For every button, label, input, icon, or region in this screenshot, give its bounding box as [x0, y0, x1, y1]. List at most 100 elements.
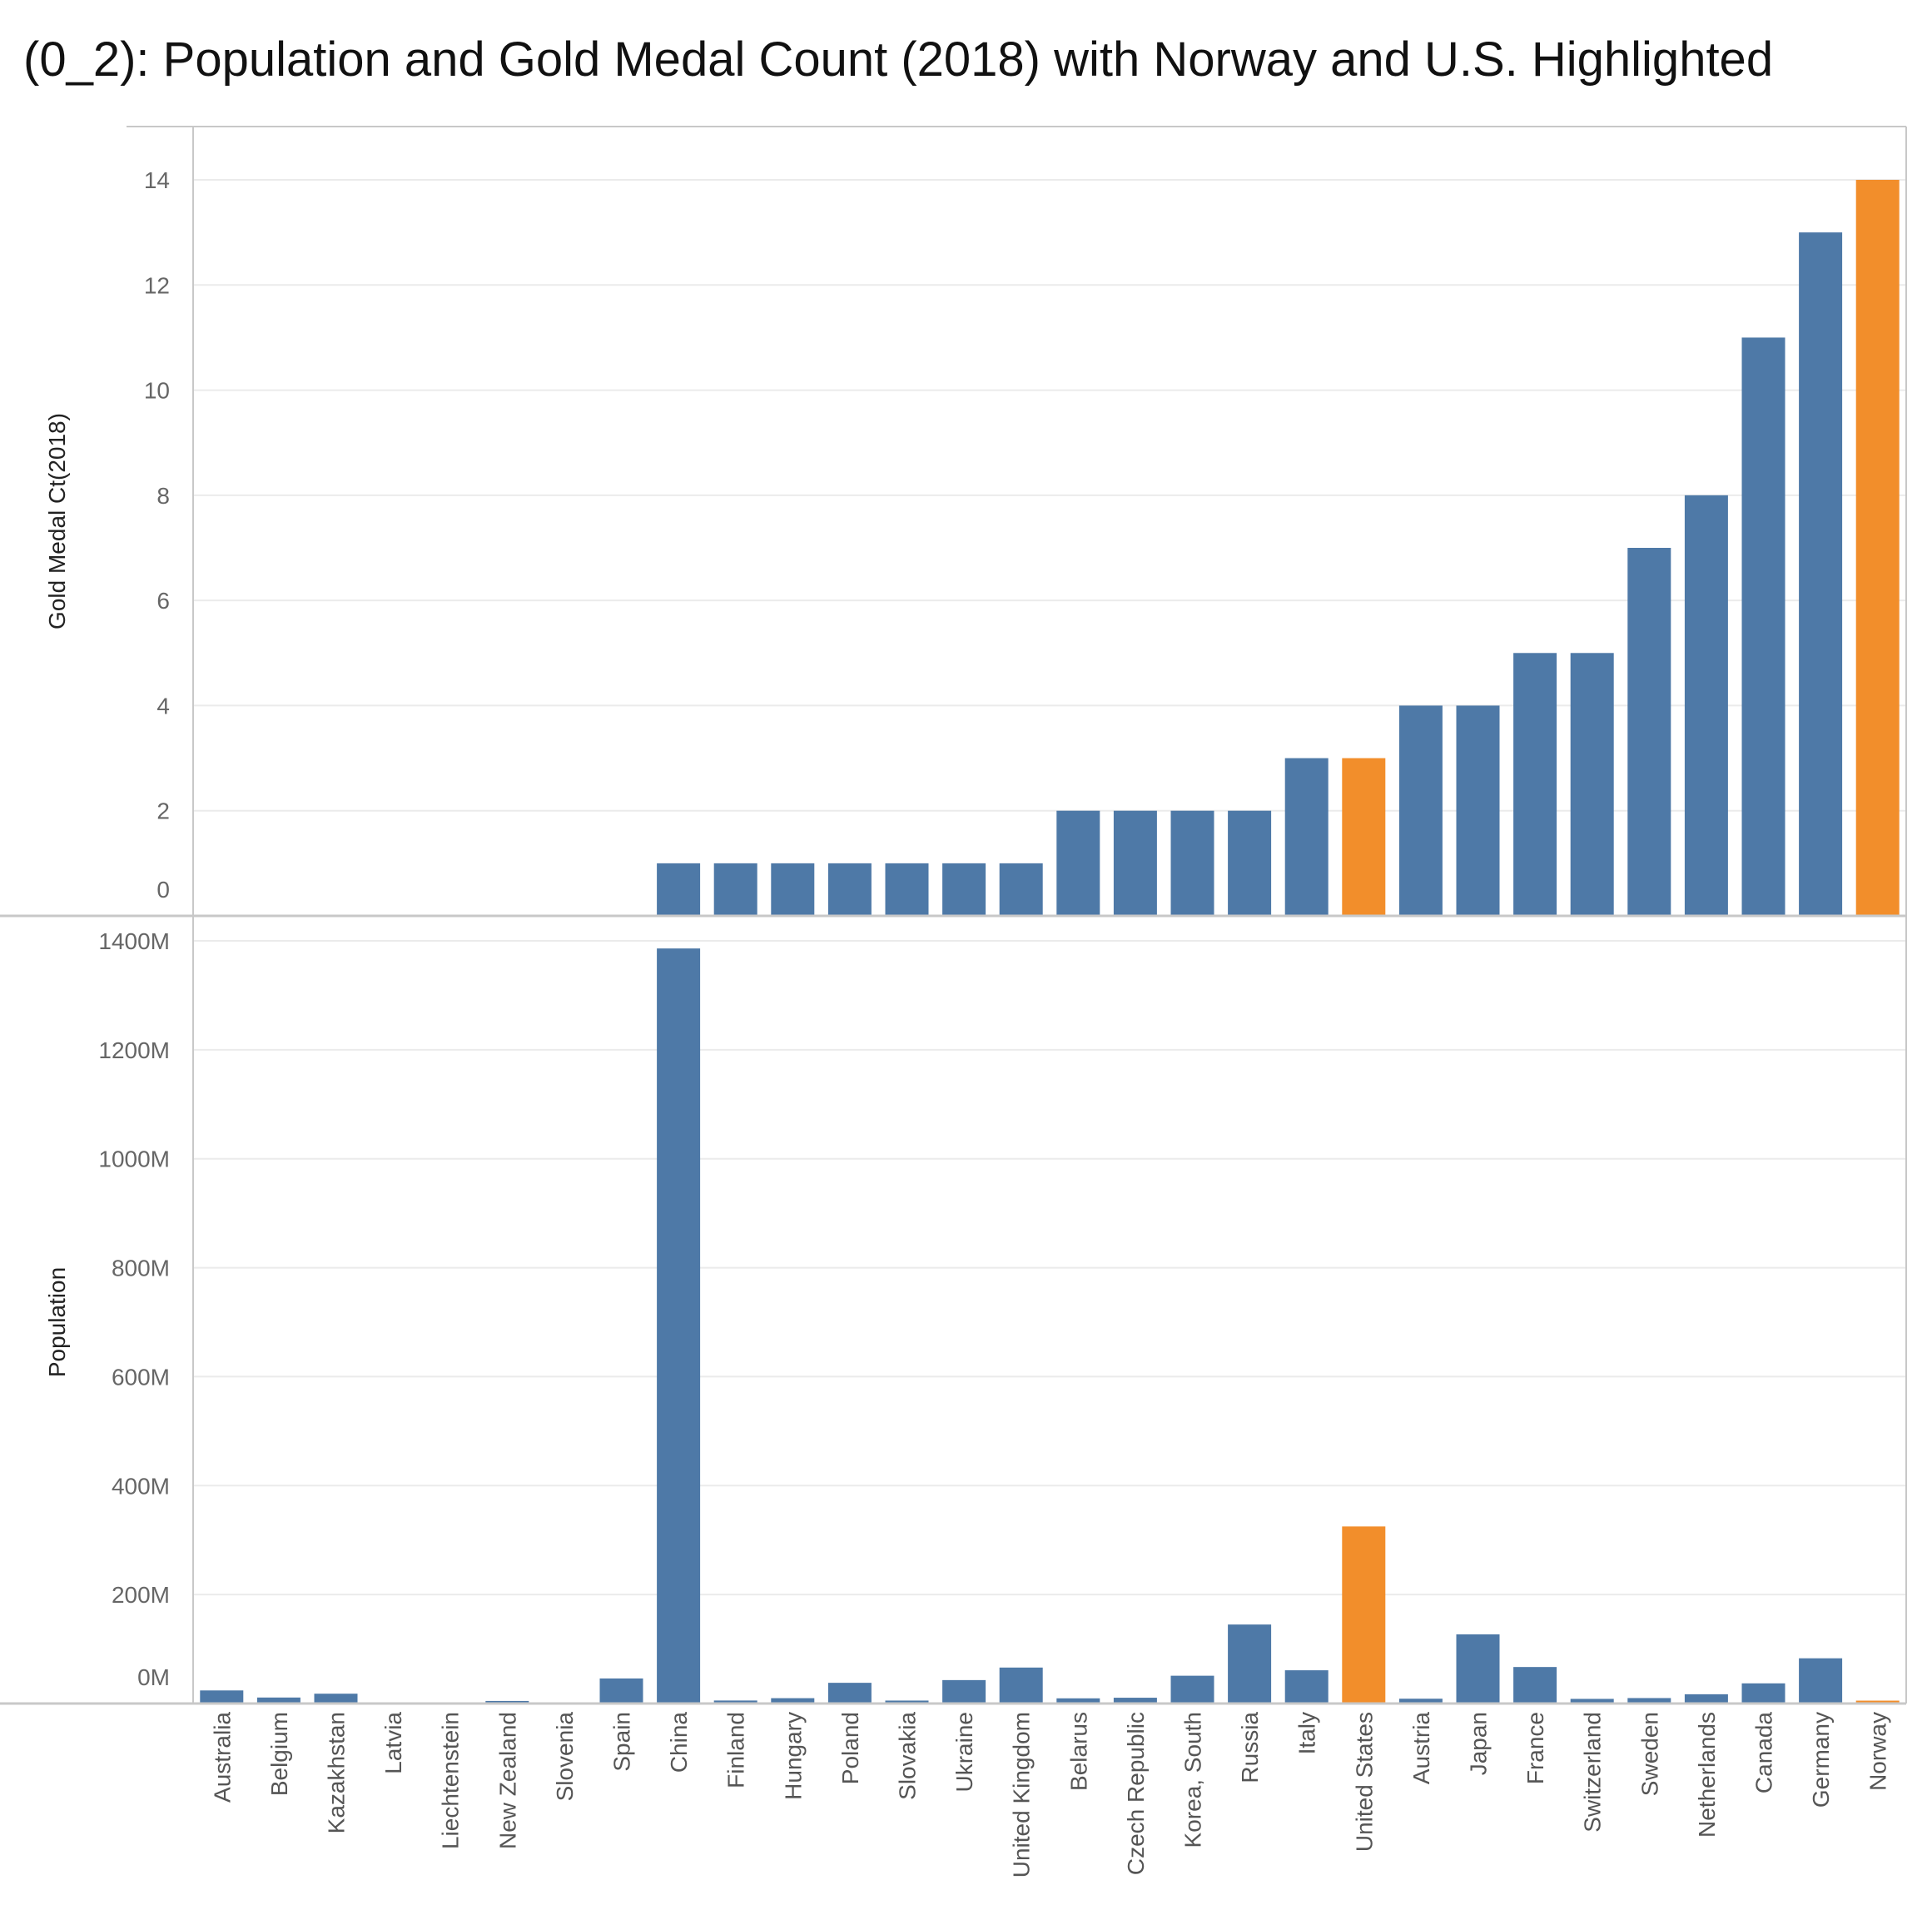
gold-bar-germany[interactable]: [1799, 232, 1843, 917]
category-label-belgium: Belgium: [266, 1712, 292, 1796]
category-label-spain: Spain: [609, 1712, 635, 1772]
population-bar-sweden[interactable]: [1627, 1698, 1671, 1704]
category-label-latvia: Latvia: [380, 1712, 406, 1774]
gold-bar-finland[interactable]: [713, 863, 757, 916]
category-label-sweden: Sweden: [1636, 1712, 1662, 1796]
population-y-tick-label: 400M: [112, 1473, 170, 1499]
gold-y-tick-label: 12: [144, 272, 170, 298]
gold-y-tick-label: 6: [156, 588, 170, 614]
population-bar-new-zealand[interactable]: [485, 1700, 529, 1704]
population-bar-germany[interactable]: [1799, 1658, 1843, 1704]
gold-bar-russia[interactable]: [1228, 810, 1272, 916]
gold-bar-italy[interactable]: [1284, 758, 1329, 916]
category-label-korea-south: Korea, South: [1180, 1712, 1206, 1848]
population-bar-poland[interactable]: [827, 1683, 872, 1704]
category-label-belarus: Belarus: [1065, 1712, 1091, 1791]
category-label-liechtenstein: Liechtenstein: [438, 1712, 464, 1849]
population-bar-japan[interactable]: [1456, 1634, 1500, 1704]
gold-bar-canada[interactable]: [1741, 337, 1785, 916]
population-y-tick-label: 0M: [137, 1664, 170, 1690]
gold-bar-sweden[interactable]: [1627, 548, 1671, 916]
population-y-tick-label: 600M: [112, 1364, 170, 1390]
gold-bar-austria[interactable]: [1398, 705, 1443, 916]
population-bar-switzerland[interactable]: [1570, 1699, 1614, 1704]
gold-bar-switzerland[interactable]: [1570, 653, 1614, 916]
category-label-japan: Japan: [1466, 1712, 1492, 1775]
population-y-tick-label: 1400M: [98, 928, 170, 954]
category-label-switzerland: Switzerland: [1580, 1712, 1606, 1833]
population-bar-china[interactable]: [657, 948, 701, 1704]
category-label-finland: Finland: [723, 1712, 749, 1788]
gold-y-tick-label: 0: [156, 877, 170, 903]
category-label-slovenia: Slovenia: [552, 1712, 578, 1802]
population-y-tick-label: 800M: [112, 1256, 170, 1281]
gold-bar-poland[interactable]: [827, 863, 872, 916]
population-bar-united-kingdom[interactable]: [999, 1667, 1043, 1704]
category-label-czech-republic: Czech Republic: [1123, 1712, 1149, 1875]
category-label-china: China: [666, 1712, 692, 1773]
gold-medal-panel: 0 2 4 6 8 10 12 14 Gold Medal Ct(2018): [44, 127, 1907, 917]
category-label-hungary: Hungary: [780, 1712, 806, 1800]
population-bar-united-states[interactable]: [1342, 1526, 1386, 1704]
population-panel: 0M 200M 400M 600M 800M 1000M 1200M 1400M Populat…: [44, 916, 1907, 1705]
population-bar-belarus[interactable]: [1056, 1698, 1100, 1704]
gold-bar-france[interactable]: [1513, 653, 1557, 916]
gold-y-tick-label: 4: [156, 693, 170, 719]
gold-bar-slovakia[interactable]: [885, 863, 929, 916]
population-bar-canada[interactable]: [1741, 1683, 1785, 1704]
category-axis: Australia Belgium Kazakhstan Latvia Liechten…: [0, 126, 1906, 1878]
category-label-australia: Australia: [209, 1712, 235, 1803]
gold-bar-netherlands[interactable]: [1684, 495, 1728, 916]
population-bar-france[interactable]: [1513, 1667, 1557, 1704]
gold-y-tick-label: 14: [144, 167, 170, 193]
category-label-italy: Italy: [1294, 1712, 1320, 1754]
population-axis-title: Population: [44, 1267, 70, 1377]
gold-bar-czech-republic[interactable]: [1113, 810, 1157, 916]
category-label-slovakia: Slovakia: [895, 1712, 921, 1800]
category-label-netherlands: Netherlands: [1694, 1712, 1720, 1838]
population-bar-australia[interactable]: [200, 1690, 244, 1704]
category-label-norway: Norway: [1865, 1712, 1891, 1791]
population-bar-russia[interactable]: [1228, 1624, 1272, 1704]
gold-bar-united-states[interactable]: [1342, 758, 1386, 916]
gold-y-tick-label: 2: [156, 798, 170, 824]
population-y-tick-label: 1200M: [98, 1037, 170, 1063]
population-bar-hungary[interactable]: [771, 1698, 815, 1704]
gold-bar-norway[interactable]: [1855, 180, 1900, 916]
population-bar-belgium[interactable]: [256, 1697, 300, 1704]
population-bar-slovakia[interactable]: [885, 1700, 929, 1704]
category-label-russia: Russia: [1237, 1712, 1263, 1783]
category-label-ukraine: Ukraine: [951, 1712, 977, 1792]
chart-title: (0_2): Population and Gold Medal Count (…: [23, 32, 1774, 87]
population-bar-italy[interactable]: [1284, 1670, 1329, 1704]
category-label-france: France: [1522, 1712, 1548, 1784]
gold-bar-korea-south[interactable]: [1170, 810, 1214, 916]
category-label-austria: Austria: [1408, 1712, 1434, 1785]
category-label-kazakhstan: Kazakhstan: [324, 1712, 350, 1833]
gold-y-tick-label: 10: [144, 378, 170, 404]
gold-axis-title: Gold Medal Ct(2018): [44, 413, 70, 629]
gold-bar-united-kingdom[interactable]: [999, 863, 1043, 916]
gold-bar-china[interactable]: [657, 863, 701, 916]
category-label-germany: Germany: [1808, 1712, 1834, 1808]
population-bar-finland[interactable]: [713, 1700, 757, 1704]
gold-bar-belarus[interactable]: [1056, 810, 1100, 916]
category-label-canada: Canada: [1751, 1712, 1777, 1794]
category-label-united-states: United States: [1351, 1712, 1377, 1852]
category-label-united-kingdom: United Kingdom: [1009, 1712, 1035, 1878]
population-y-tick-label: 200M: [112, 1582, 170, 1608]
gold-bar-ukraine[interactable]: [942, 863, 986, 916]
category-label-poland: Poland: [837, 1712, 863, 1784]
population-bar-austria[interactable]: [1398, 1699, 1443, 1704]
population-bar-spain[interactable]: [599, 1678, 643, 1704]
gold-bar-japan[interactable]: [1456, 705, 1500, 916]
population-bar-kazakhstan[interactable]: [314, 1694, 358, 1704]
population-bar-korea-south[interactable]: [1170, 1675, 1214, 1704]
population-bar-netherlands[interactable]: [1684, 1694, 1728, 1704]
gold-y-tick-label: 8: [156, 483, 170, 509]
population-bar-ukraine[interactable]: [942, 1679, 986, 1704]
gold-bar-hungary[interactable]: [771, 863, 815, 916]
population-bar-czech-republic[interactable]: [1113, 1698, 1157, 1704]
population-bar-norway[interactable]: [1855, 1700, 1900, 1704]
